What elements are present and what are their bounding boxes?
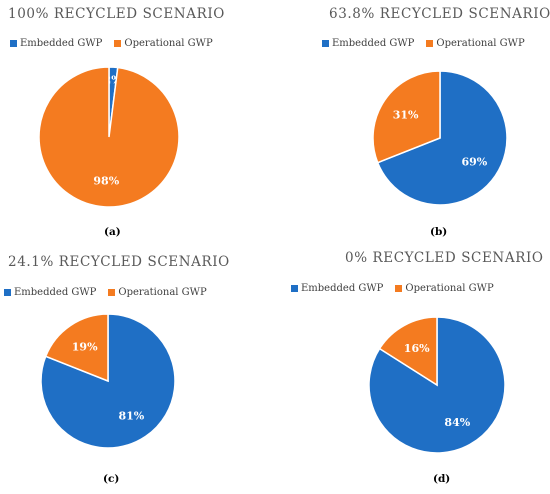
chart-panel-d: 0% RECYCLED SCENARIO Embedded GWP Operat… (275, 247, 550, 494)
pie-slice-operational (372, 70, 441, 164)
pie-chart: 81% 19% (40, 313, 176, 449)
legend-swatch-operational (426, 40, 434, 47)
legend-swatch-embedded (4, 289, 11, 296)
data-label-operational: 16% (404, 342, 430, 355)
legend-swatch-embedded (10, 40, 17, 47)
chart-title: 63.8% RECYCLED SCENARIO (329, 6, 550, 22)
panel-label: (d) (433, 473, 451, 485)
panel-label: (c) (103, 473, 120, 485)
data-label-embedded: 81% (118, 409, 144, 422)
pie-slice-operational (44, 313, 109, 383)
legend-label-embedded: Embedded GWP (301, 283, 384, 294)
legend-label-operational: Operational GWP (405, 283, 494, 294)
legend-swatch-embedded (322, 40, 329, 47)
legend-label-operational: Operational GWP (436, 38, 525, 49)
panel-label: (a) (104, 226, 121, 238)
chart-panel-a: 100% RECYCLED SCENARIO Embedded GWP Oper… (0, 0, 275, 247)
chart-panel-c: 24.1% RECYCLED SCENARIO Embedded GWP Ope… (0, 247, 275, 494)
legend-label-operational: Operational GWP (118, 287, 207, 298)
data-label-embedded: 84% (444, 416, 470, 429)
legend-label-embedded: Embedded GWP (14, 287, 97, 298)
chart-title: 24.1% RECYCLED SCENARIO (8, 254, 230, 270)
legend-label-operational: Operational GWP (124, 38, 213, 49)
pie-slice-operational (378, 316, 438, 387)
data-label-operational: 98% (93, 174, 119, 187)
chart-legend: Embedded GWP Operational GWP (322, 38, 537, 49)
data-label-operational: 31% (393, 109, 419, 122)
chart-title: 100% RECYCLED SCENARIO (8, 6, 225, 22)
chart-title: 0% RECYCLED SCENARIO (345, 250, 544, 266)
chart-legend: Embedded GWP Operational GWP (10, 38, 225, 49)
chart-legend: Embedded GWP Operational GWP (291, 283, 506, 294)
pie-chart: 2%98% (38, 66, 180, 208)
legend-swatch-operational (108, 289, 116, 296)
legend-swatch-embedded (291, 285, 298, 292)
chart-panel-b: 63.8% RECYCLED SCENARIO Embedded GWP Ope… (275, 0, 550, 247)
pie-chart: 69% 31% (372, 70, 508, 206)
legend-swatch-operational (114, 40, 122, 47)
data-label-embedded: 69% (461, 155, 487, 168)
pie-slice-operational (38, 66, 180, 208)
pie-slice-embedded (376, 70, 508, 206)
data-label-operational: 19% (72, 341, 98, 354)
legend-label-embedded: Embedded GWP (20, 38, 103, 49)
panel-label: (b) (430, 226, 448, 238)
legend-swatch-operational (395, 285, 403, 292)
legend-label-embedded: Embedded GWP (332, 38, 415, 49)
chart-legend: Embedded GWP Operational GWP (4, 287, 219, 298)
pie-chart: 84% 16% (368, 316, 506, 454)
